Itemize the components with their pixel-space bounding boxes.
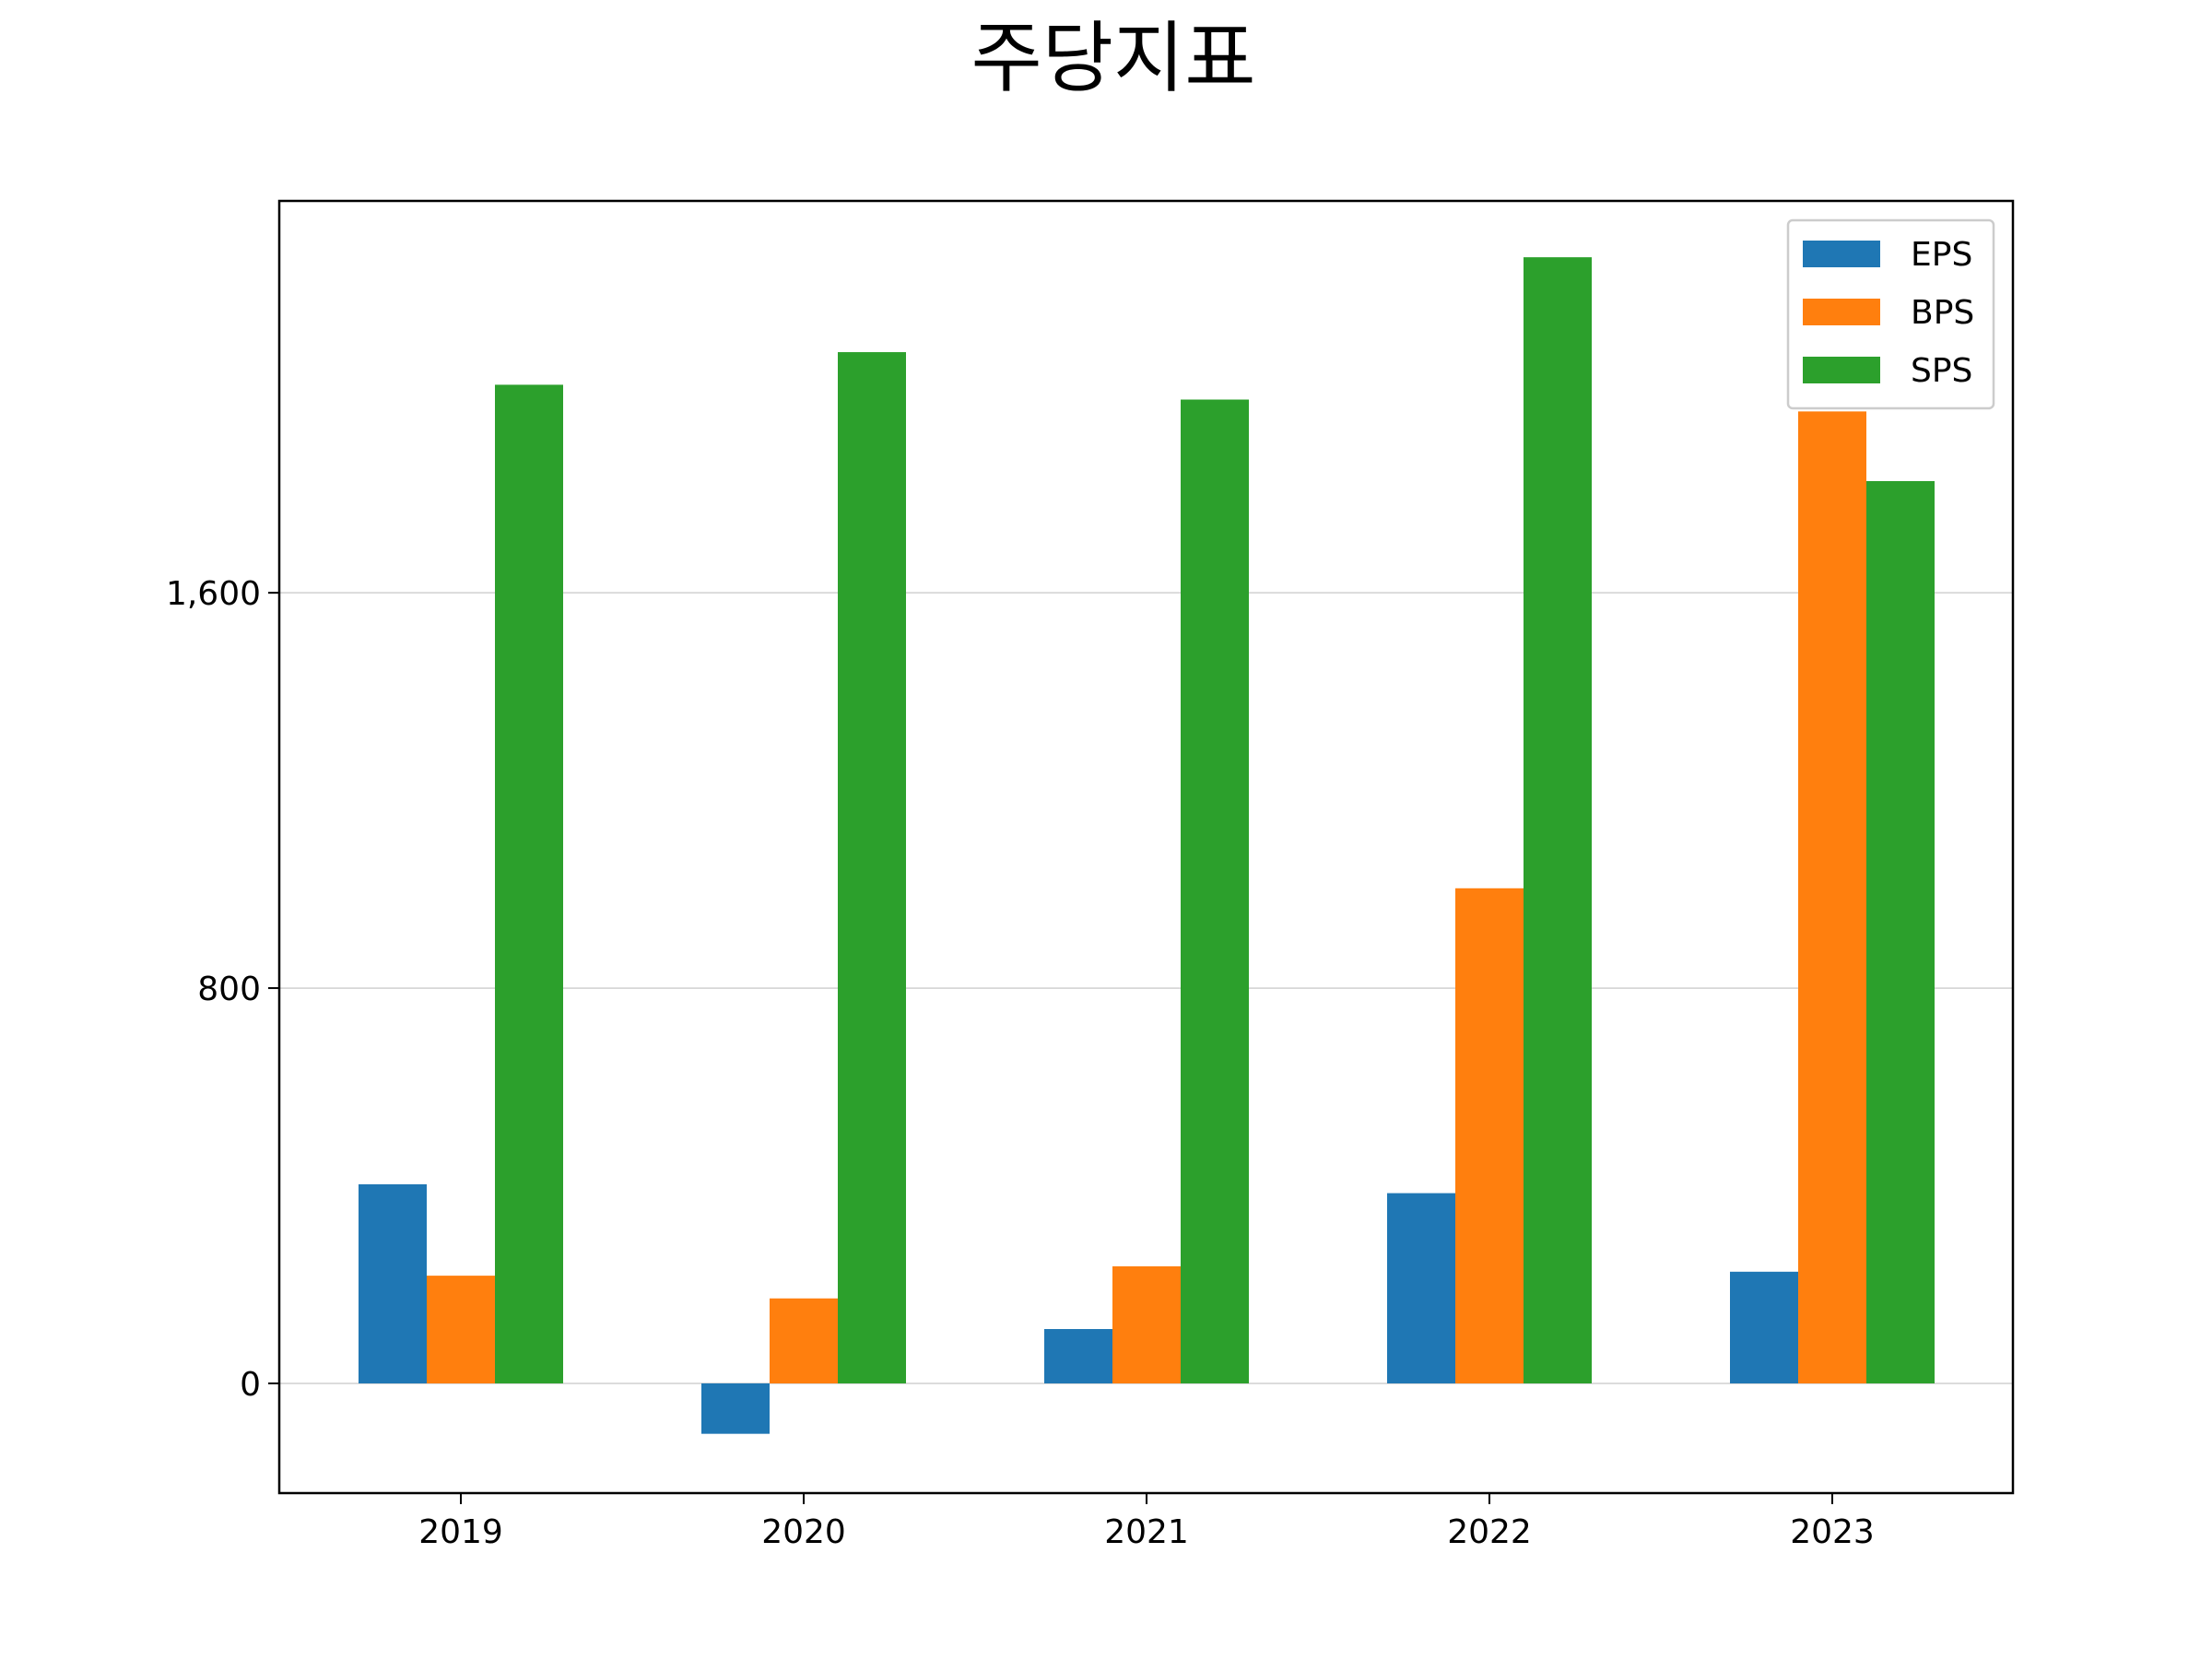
- x-tick-label: 2021: [1104, 1513, 1189, 1551]
- bar-eps-2020: [701, 1382, 770, 1434]
- bar-eps-2021: [1044, 1329, 1112, 1383]
- bar-eps-2022: [1387, 1193, 1455, 1383]
- legend: EPS BPS SPS: [1786, 218, 1995, 410]
- y-axis: 0 800 1,600: [166, 575, 279, 1404]
- bar-bps-2020: [770, 1298, 838, 1383]
- legend-swatch-eps: [1803, 241, 1880, 267]
- bar-sps-2019: [495, 384, 563, 1383]
- bar-eps-2023: [1730, 1271, 1798, 1383]
- x-tick-label: 2022: [1447, 1513, 1532, 1551]
- y-tick-label: 1,600: [166, 575, 261, 613]
- bars: [359, 257, 1935, 1434]
- legend-swatch-bps: [1803, 299, 1880, 325]
- y-tick-label: 800: [197, 971, 261, 1008]
- x-tick-label: 2023: [1790, 1513, 1875, 1551]
- x-axis: 2019 2020 2021 2022 2023: [418, 1493, 1875, 1551]
- bar-bps-2021: [1112, 1265, 1181, 1383]
- bar-sps-2022: [1524, 257, 1592, 1383]
- bar-bps-2023: [1798, 411, 1866, 1383]
- x-tick-label: 2020: [761, 1513, 846, 1551]
- bar-sps-2023: [1866, 480, 1935, 1383]
- bar-bps-2022: [1455, 888, 1524, 1383]
- legend-label-eps: EPS: [1911, 236, 1972, 274]
- legend-swatch-sps: [1803, 357, 1880, 383]
- x-tick-label: 2019: [418, 1513, 503, 1551]
- legend-label-sps: SPS: [1911, 352, 1972, 390]
- bar-sps-2021: [1181, 399, 1249, 1383]
- bar-eps-2019: [359, 1183, 427, 1383]
- legend-label-bps: BPS: [1911, 294, 1974, 332]
- y-tick-label: 0: [240, 1366, 261, 1404]
- chart-title: 주당지표: [971, 13, 1255, 103]
- bar-sps-2020: [838, 352, 906, 1383]
- bar-bps-2019: [427, 1276, 495, 1383]
